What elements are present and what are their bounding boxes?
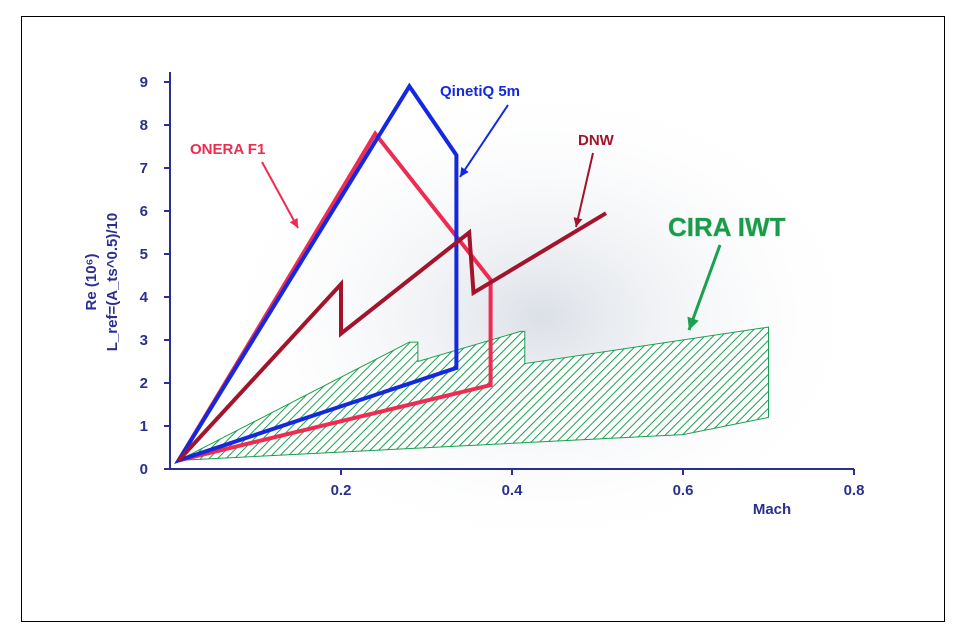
annotation-dnw: DNW [578,132,615,149]
figure-frame: Re (10⁶) L_ref=(A_ts^0.5)/10 0.2 0.4 0.6 0.… [21,16,945,622]
y-tick-label: 3 [140,332,148,349]
annotation-qinetiq-5m: QinetiQ 5m [440,83,520,100]
annotation-onera-f1: ONERA F1 [190,141,265,158]
x-tick-label: 0.8 [844,482,865,499]
x-tick-label: 0.2 [331,482,352,499]
y-tick-label: 0 [140,461,148,478]
x-tick-label: 0.6 [673,482,694,499]
y-tick-label: 1 [140,418,148,435]
annotation-arrowhead-cira-iwt [687,316,699,330]
annotation-arrow-cira-iwt [687,244,722,331]
cira-iwt-area [178,326,769,461]
annotation-arrow-dnw [575,152,594,228]
annotations: QinetiQ 5m DNW ONERA F1 CIRA IWT [190,83,786,331]
annotation-arrow-onera-f1 [261,161,299,229]
series-onera-f1-line [174,130,493,464]
y-tick-label: 2 [140,375,148,392]
x-tick-label: 0.4 [502,482,524,499]
y-axis-label-2: L_ref=(A_ts^0.5)/10 [104,213,121,351]
chart: Re (10⁶) L_ref=(A_ts^0.5)/10 0.2 0.4 0.6 0.… [83,72,872,557]
series-lines [174,82,608,465]
series-qinetiq-5m-line [174,82,459,465]
annotation-arrowhead-qinetiq-5m [460,167,469,177]
annotation-arrowhead-onera-f1 [289,217,298,228]
x-axis-label: Mach [753,501,791,518]
y-tick-label: 6 [140,203,148,220]
annotation-arrow-qinetiq-5m [459,104,509,178]
tick-labels: 0.2 0.4 0.6 0.8 0 1 2 3 4 5 6 7 8 9 [140,74,865,499]
annotation-cira-iwt: CIRA IWT [668,212,786,242]
series-dnw-line [177,211,608,462]
y-tick-label: 4 [140,289,149,306]
y-tick-label: 9 [140,74,148,91]
series-cira-iwt-area [178,326,769,461]
y-tick-label: 5 [140,246,148,263]
y-axis-labels: Re (10⁶) L_ref=(A_ts^0.5)/10 [83,213,121,351]
y-tick-label: 7 [140,160,148,177]
y-axis-label: Re (10⁶) [83,254,100,311]
y-tick-label: 8 [140,117,148,134]
annotation-arrowhead-dnw [573,217,583,227]
